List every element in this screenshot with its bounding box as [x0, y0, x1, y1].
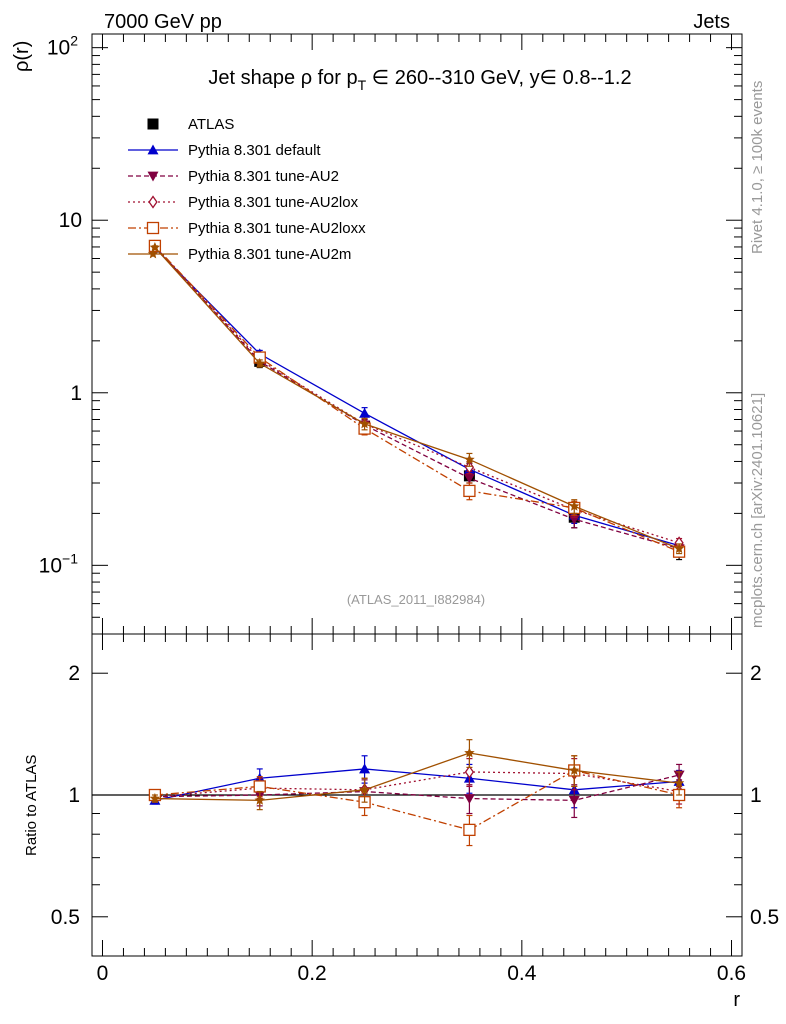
ratio-point-default	[359, 763, 371, 774]
legend-marker-au2loxx	[146, 221, 160, 235]
ratio-y-tick-label-right: 0.5	[750, 906, 779, 929]
main-point-au2m	[149, 242, 161, 252]
main-y-axis-label: ρ(r)	[11, 41, 33, 72]
ratio-series-au2loxx	[148, 755, 686, 847]
legend-label-au2m: Pythia 8.301 tune-AU2m	[188, 246, 351, 263]
ratio-point-au2	[463, 794, 475, 805]
legend-marker-atlas	[147, 118, 159, 130]
ratio-series-au2lox	[150, 758, 684, 805]
ratio-point-au2loxx	[253, 780, 266, 793]
ratio-y-tick-label-right: 1	[750, 784, 762, 807]
ratio-y-tick-label: 2	[68, 662, 80, 685]
ratio-point-au2m	[569, 764, 580, 775]
main-y-tick-label: 10−1	[39, 550, 79, 577]
main-y-tick-label: 102	[47, 33, 78, 60]
main-point-au2m	[569, 500, 580, 511]
main-point-au2m	[673, 543, 685, 554]
main-point-au2m	[359, 418, 370, 429]
main-series-au2lox	[150, 239, 684, 550]
ratio-point-au2m	[464, 747, 475, 758]
ratio-point-au2m	[673, 777, 685, 788]
main-point-au2lox	[464, 460, 475, 474]
ratio-point-au2m	[359, 784, 370, 795]
ratio-y-tick-label: 0.5	[51, 906, 80, 929]
analysis-reference-label: (ATLAS_2011_I882984)	[347, 592, 485, 607]
ratio-y-tick-label: 1	[68, 784, 80, 807]
x-tick-label: 0.2	[298, 962, 327, 985]
main-y-tick-label: 1	[70, 382, 82, 405]
legend-item-au2lox: Pythia 8.301 tune-AU2lox	[128, 194, 359, 211]
main-line-default	[154, 247, 680, 547]
legend-marker-au2m	[147, 248, 159, 259]
ratio-axis-ticks: 0 0.2 0.4 0.6 2 2 1 1 0.5 0.5	[51, 634, 779, 985]
ratio-point-au2lox	[464, 765, 475, 779]
legend-label-au2loxx: Pythia 8.301 tune-AU2loxx	[188, 220, 366, 237]
main-series-atlas	[149, 240, 685, 561]
x-tick-label: 0	[97, 962, 109, 985]
main-axis-ticks: 102 10 1 10−1	[39, 33, 742, 635]
rivet-version-label: Rivet 4.1.0, ≥ 100k events	[749, 81, 766, 254]
main-point-au2m	[254, 357, 265, 368]
main-line-au2m	[154, 247, 680, 550]
beam-label: 7000 GeV pp	[104, 11, 222, 33]
ratio-line-au2m	[154, 752, 680, 802]
main-point-default	[359, 407, 371, 418]
legend-marker-au2lox	[148, 195, 158, 209]
main-series-default	[149, 242, 685, 552]
legend-marker-au2	[147, 171, 159, 182]
ratio-line-au2loxx	[154, 769, 680, 831]
main-y-tick-label: 10	[59, 209, 82, 232]
x-tick-label: 0.6	[717, 962, 746, 985]
ratio-y-axis-label: Ratio to ATLAS	[23, 755, 40, 856]
ratio-line-default	[154, 768, 680, 801]
legend-item-atlas: ATLAS	[147, 116, 234, 133]
ratio-point-au2loxx	[463, 823, 476, 837]
ratio-y-tick-label-right: 2	[750, 662, 762, 685]
main-series-au2	[149, 242, 685, 555]
analysis-group-label: Jets	[693, 11, 730, 33]
legend-item-au2: Pythia 8.301 tune-AU2	[128, 168, 339, 185]
main-line-au2lox	[154, 245, 680, 544]
main-data-series	[148, 239, 686, 561]
main-line-au2loxx	[154, 245, 680, 553]
main-line-au2	[154, 245, 680, 550]
main-series-au2loxx	[148, 239, 686, 558]
ratio-point-au2m	[254, 794, 265, 805]
legend-item-au2m: Pythia 8.301 tune-AU2m	[128, 246, 351, 263]
main-point-au2m	[464, 454, 475, 464]
legend-item-au2loxx: Pythia 8.301 tune-AU2loxx	[128, 220, 366, 237]
mcplots-label: mcplots.cern.ch [arXiv:2401.10621]	[749, 393, 766, 628]
ratio-data-series	[148, 739, 686, 847]
legend-item-default: Pythia 8.301 default	[128, 142, 321, 159]
main-point-au2	[463, 473, 475, 484]
chart-title: Jet shape ρ for pT ∈ 260--310 GeV, y∈ 0.…	[208, 67, 631, 93]
x-axis-label: r	[733, 989, 740, 1011]
x-tick-label: 0.4	[507, 962, 537, 985]
legend-marker-default	[147, 144, 159, 155]
main-series-au2m	[149, 242, 685, 555]
main-point-au2loxx	[463, 484, 476, 498]
legend-label-au2: Pythia 8.301 tune-AU2	[188, 168, 339, 185]
ratio-point-au2m	[149, 793, 161, 803]
legend-label-au2lox: Pythia 8.301 tune-AU2lox	[188, 194, 359, 211]
legend-label-default: Pythia 8.301 default	[188, 142, 321, 159]
legend-label-atlas: ATLAS	[188, 116, 234, 133]
ratio-series-au2m	[149, 739, 685, 811]
ratio-point-au2	[568, 795, 580, 806]
legend: ATLAS Pythia 8.301 default Pythia 8.301 tu…	[128, 116, 366, 263]
